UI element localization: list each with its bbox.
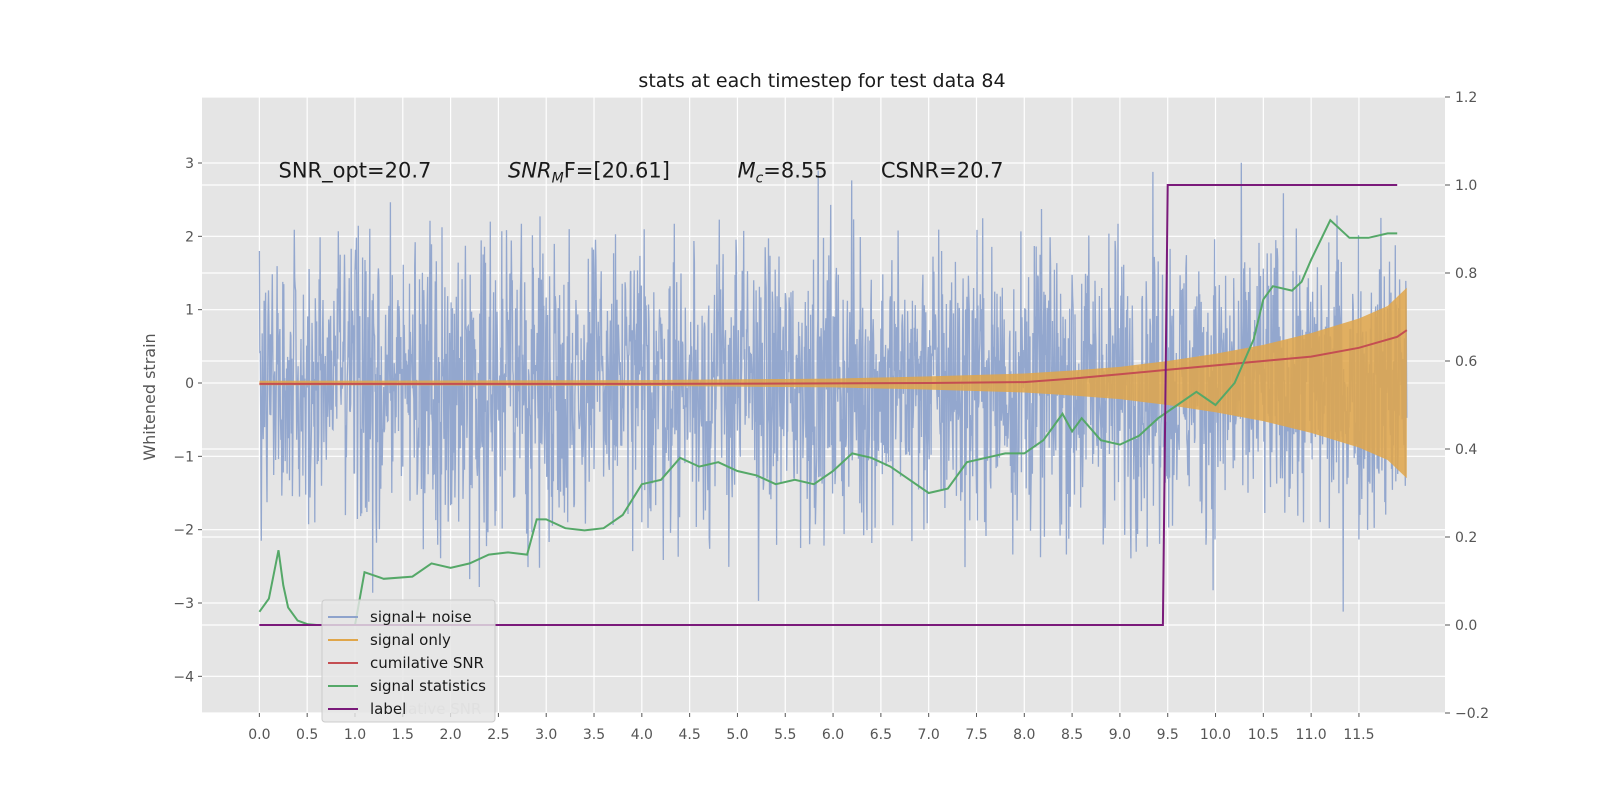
x-tick-label-6: 3.0 bbox=[535, 727, 557, 743]
series-line-4 bbox=[259, 184, 1398, 626]
x-tick-label-7: 3.5 bbox=[583, 727, 605, 743]
x-tick-label-12: 6.0 bbox=[822, 727, 844, 743]
y-tick-label-7: 3 bbox=[185, 156, 194, 172]
chart-title: stats at each timestep for test data 84 bbox=[638, 70, 1005, 92]
y2-tick-label-1: 0.0 bbox=[1455, 618, 1477, 634]
annotation-3: CSNR=20.7 bbox=[881, 159, 1004, 183]
x-tick-label-21: 10.5 bbox=[1248, 727, 1279, 743]
legend-entry-2: cumilative SNR bbox=[370, 654, 484, 672]
y2-tick-label-0: −0.2 bbox=[1455, 706, 1489, 722]
x-tick-label-18: 9.0 bbox=[1109, 727, 1131, 743]
y-tick-label-3: −1 bbox=[173, 449, 194, 465]
y-tick-label-1: −3 bbox=[173, 596, 194, 612]
series-line-2 bbox=[259, 329, 1408, 385]
y-tick-label-0: −4 bbox=[173, 669, 194, 685]
y2-tick-label-7: 1.2 bbox=[1455, 90, 1477, 106]
annotation-1: SNRMF=[20.61] bbox=[508, 159, 670, 187]
y2-tick-label-2: 0.2 bbox=[1455, 530, 1477, 546]
x-tick-label-8: 4.0 bbox=[631, 727, 653, 743]
legend-entry-4: label bbox=[370, 700, 406, 718]
x-tick-label-1: 0.5 bbox=[296, 727, 318, 743]
y-axis-ticks: −4 −3 −2 −1 0 1 2 3 bbox=[173, 156, 202, 685]
x-tick-label-0: 0.0 bbox=[248, 727, 270, 743]
signal-noise-line bbox=[258, 162, 1408, 612]
y2-axis-ticks: −0.2 0.0 0.2 0.4 0.6 0.8 1.0 1.2 bbox=[1445, 90, 1489, 722]
x-tick-label-14: 7.0 bbox=[918, 727, 940, 743]
x-tick-label-22: 11.0 bbox=[1296, 727, 1327, 743]
y-tick-label-4: 0 bbox=[185, 376, 194, 392]
x-tick-label-19: 9.5 bbox=[1157, 727, 1179, 743]
y2-tick-label-5: 0.8 bbox=[1455, 266, 1477, 282]
x-tick-label-9: 4.5 bbox=[679, 727, 701, 743]
x-axis-ticks: 0.0 0.5 1.0 1.5 2.0 2.5 3.0 3.5 4.0 4.5 5.0 5.5 6.0 6… bbox=[248, 713, 1375, 743]
y-tick-label-2: −2 bbox=[173, 523, 194, 539]
y2-tick-label-3: 0.4 bbox=[1455, 442, 1477, 458]
y-tick-label-6: 2 bbox=[185, 229, 194, 245]
annotations: SNR_opt=20.7 SNRMF=[20.61] Mc=8.55 CSNR=20.… bbox=[278, 159, 1003, 187]
x-tick-label-4: 2.0 bbox=[439, 727, 461, 743]
x-tick-label-2: 1.0 bbox=[344, 727, 366, 743]
x-tick-label-23: 11.5 bbox=[1343, 727, 1374, 743]
x-tick-label-3: 1.5 bbox=[392, 727, 414, 743]
y-tick-label-5: 1 bbox=[185, 303, 194, 319]
legend-entry-0: signal+ noise bbox=[370, 608, 472, 626]
x-tick-label-16: 8.0 bbox=[1013, 727, 1035, 743]
x-tick-label-20: 10.0 bbox=[1200, 727, 1231, 743]
x-tick-label-11: 5.5 bbox=[774, 727, 796, 743]
x-tick-label-15: 7.5 bbox=[965, 727, 987, 743]
x-tick-label-17: 8.5 bbox=[1061, 727, 1083, 743]
annotation-2: Mc=8.55 bbox=[737, 159, 827, 187]
y-axis-label: Whitened strain bbox=[140, 333, 159, 460]
annotation-0: SNR_opt=20.7 bbox=[278, 159, 431, 184]
x-tick-label-10: 5.0 bbox=[726, 727, 748, 743]
x-tick-label-13: 6.5 bbox=[870, 727, 892, 743]
series-lines bbox=[258, 184, 1408, 626]
legend-entry-3: signal statistics bbox=[370, 677, 486, 695]
y2-tick-label-6: 1.0 bbox=[1455, 178, 1477, 194]
x-tick-label-5: 2.5 bbox=[487, 727, 509, 743]
y2-tick-label-4: 0.6 bbox=[1455, 354, 1477, 370]
legend-entry-1: signal only bbox=[370, 631, 451, 649]
legend-box bbox=[321, 599, 496, 723]
series-line-3 bbox=[258, 218, 1398, 626]
series-signal-noise bbox=[258, 162, 1408, 612]
